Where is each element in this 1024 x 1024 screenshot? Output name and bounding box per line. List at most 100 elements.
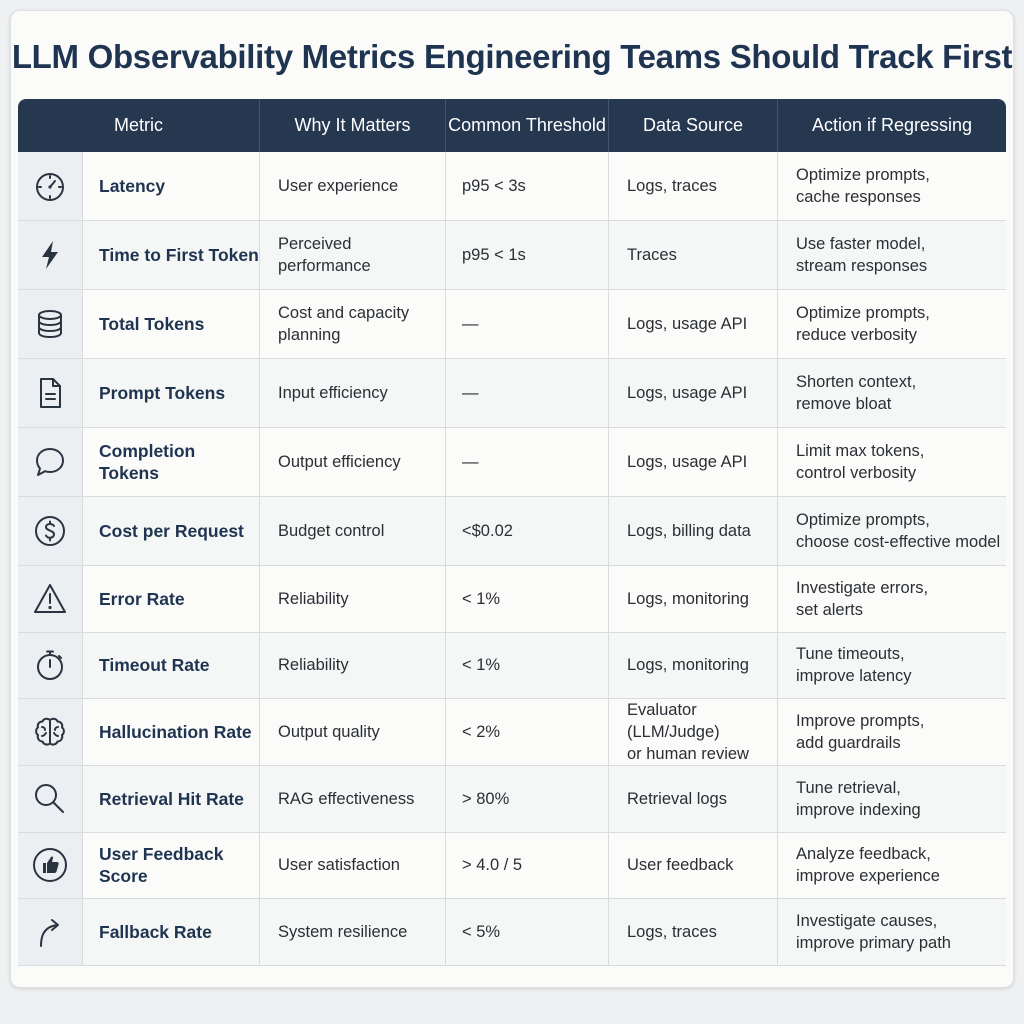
table-row-fallback-rate: Fallback Rate System resilience < 5% Logs, …: [18, 899, 1006, 966]
action-if-regressing: Optimize prompts, cache responses: [778, 152, 1006, 221]
action-if-regressing-line: Tune retrieval,: [796, 778, 901, 797]
table-row-user-feedback-score: User Feedback Score User satisfaction > 4.…: [18, 832, 1006, 899]
action-if-regressing-line: reduce verbosity: [796, 326, 918, 344]
why-it-matters-line: planning: [278, 326, 341, 344]
action-if-regressing-line: Investigate causes,: [796, 911, 938, 930]
icon-cell: [18, 497, 83, 566]
icon-cell: [18, 152, 83, 221]
action-if-regressing: Tune retrieval, improve indexing: [778, 766, 1006, 833]
timer-icon: [33, 648, 67, 682]
why-it-matters: Output quality: [260, 699, 446, 766]
common-threshold: < 1%: [446, 566, 609, 633]
icon-cell: [18, 566, 83, 633]
action-if-regressing: Use faster model, stream responses: [778, 221, 1006, 290]
metric-name: Latency: [83, 152, 260, 221]
common-threshold: —: [446, 290, 609, 359]
metrics-table: Metric Why It Matters Common Threshold D…: [18, 99, 1006, 966]
header-why-it-matters: Why It Matters: [260, 99, 446, 152]
table-row-cost-per-request: Cost per Request Budget control <$0.02 Logs…: [18, 497, 1006, 566]
data-source: Retrieval logs: [609, 766, 778, 833]
action-if-regressing-line: Tune timeouts,: [796, 645, 905, 664]
action-if-regressing-line: Optimize prompts,: [796, 166, 930, 184]
action-if-regressing-line: cache responses: [796, 188, 921, 206]
why-it-matters: Cost and capacity planning: [260, 290, 446, 359]
thumbs-up-icon: [32, 847, 68, 883]
table-header-row: Metric Why It Matters Common Threshold D…: [18, 99, 1006, 152]
action-if-regressing: Tune timeouts, improve latency: [778, 632, 1006, 699]
data-source-line: or human review: [627, 745, 749, 763]
table-row-prompt-tokens: Prompt Tokens Input efficiency — Logs, usag…: [18, 359, 1006, 428]
action-if-regressing: Investigate causes, improve primary path: [778, 899, 1006, 966]
icon-cell: [18, 699, 83, 766]
metric-name: Error Rate: [83, 566, 260, 633]
metric-name: User Feedback Score: [83, 832, 260, 899]
metric-name: Completion Tokens: [83, 428, 260, 497]
action-if-regressing-line: Limit max tokens,: [796, 442, 925, 460]
common-threshold: < 1%: [446, 632, 609, 699]
action-if-regressing: Optimize prompts, reduce verbosity: [778, 290, 1006, 359]
metric-name: Retrieval Hit Rate: [83, 766, 260, 833]
table-row-retrieval-hit-rate: Retrieval Hit Rate RAG effectiveness > 80%…: [18, 766, 1006, 833]
action-if-regressing-line: Analyze feedback,: [796, 845, 931, 864]
action-if-regressing: Optimize prompts, choose cost-effective m…: [778, 497, 1006, 566]
page-title: LLM Observability Metrics Engineering Te…: [11, 38, 1013, 75]
why-it-matters-line: Cost and capacity: [278, 304, 410, 322]
metric-name: Time to First Token: [83, 221, 260, 290]
data-source: Logs, traces: [609, 899, 778, 966]
why-it-matters: RAG effectiveness: [260, 766, 446, 833]
table-row-total-tokens: Total Tokens Cost and capacity planning — Lo…: [18, 290, 1006, 359]
action-if-regressing-line: Investigate errors,: [796, 578, 929, 597]
why-it-matters: Reliability: [260, 566, 446, 633]
action-if-regressing-line: improve primary path: [796, 933, 951, 952]
action-if-regressing-line: stream responses: [796, 257, 928, 275]
metric-name: Fallback Rate: [83, 899, 260, 966]
action-if-regressing-line: Shorten context,: [796, 373, 917, 391]
common-threshold: —: [446, 359, 609, 428]
icon-cell: [18, 632, 83, 699]
common-threshold: < 2%: [446, 699, 609, 766]
header-common-threshold: Common Threshold: [446, 99, 609, 152]
dollar-icon: [33, 514, 67, 548]
why-it-matters: Budget control: [260, 497, 446, 566]
action-if-regressing: Limit max tokens, control verbosity: [778, 428, 1006, 497]
icon-cell: [18, 766, 83, 833]
data-source: Traces: [609, 221, 778, 290]
action-if-regressing-line: set alerts: [796, 600, 863, 619]
table-row-latency: Latency User experience p95 < 3s Logs, trac…: [18, 152, 1006, 221]
action-if-regressing-line: Optimize prompts,: [796, 511, 930, 529]
metric-name: Total Tokens: [83, 290, 260, 359]
magnifier-icon: [32, 781, 68, 817]
common-threshold: —: [446, 428, 609, 497]
icon-cell: [18, 221, 83, 290]
action-if-regressing-line: improve latency: [796, 667, 912, 686]
icon-cell: [18, 290, 83, 359]
action-if-regressing-line: control verbosity: [796, 464, 917, 482]
action-if-regressing-line: Optimize prompts,: [796, 304, 930, 322]
icon-cell: [18, 428, 83, 497]
action-if-regressing-line: Improve prompts,: [796, 712, 925, 730]
data-source: Logs, usage API: [609, 359, 778, 428]
data-source: Logs, usage API: [609, 290, 778, 359]
metric-name: Cost per Request: [83, 497, 260, 566]
common-threshold: > 80%: [446, 766, 609, 833]
data-source: Logs, monitoring: [609, 632, 778, 699]
common-threshold: p95 < 1s: [446, 221, 609, 290]
table-row-hallucination-rate: Hallucination Rate Output quality < 2% Eval…: [18, 699, 1006, 766]
action-if-regressing-line: add guardrails: [796, 734, 901, 752]
action-if-regressing-line: Use faster model,: [796, 235, 926, 253]
common-threshold: > 4.0 / 5: [446, 832, 609, 899]
table-row-time-to-first-token: Time to First Token Perceived performance…: [18, 221, 1006, 290]
icon-cell: [18, 832, 83, 899]
why-it-matters: Reliability: [260, 632, 446, 699]
table-row-error-rate: Error Rate Reliability < 1% Logs, monitorin…: [18, 566, 1006, 633]
document-icon: [33, 376, 67, 410]
data-source: Logs, billing data: [609, 497, 778, 566]
action-if-regressing: Investigate errors, set alerts: [778, 566, 1006, 633]
action-if-regressing-line: remove bloat: [796, 395, 892, 413]
stopwatch-icon: [33, 169, 67, 203]
speech-bubble-icon: [33, 445, 67, 479]
action-if-regressing-line: improve experience: [796, 867, 940, 886]
warning-icon: [32, 582, 68, 616]
why-it-matters: User experience: [260, 152, 446, 221]
table-row-timeout-rate: Timeout Rate Reliability < 1% Logs, monitor…: [18, 632, 1006, 699]
